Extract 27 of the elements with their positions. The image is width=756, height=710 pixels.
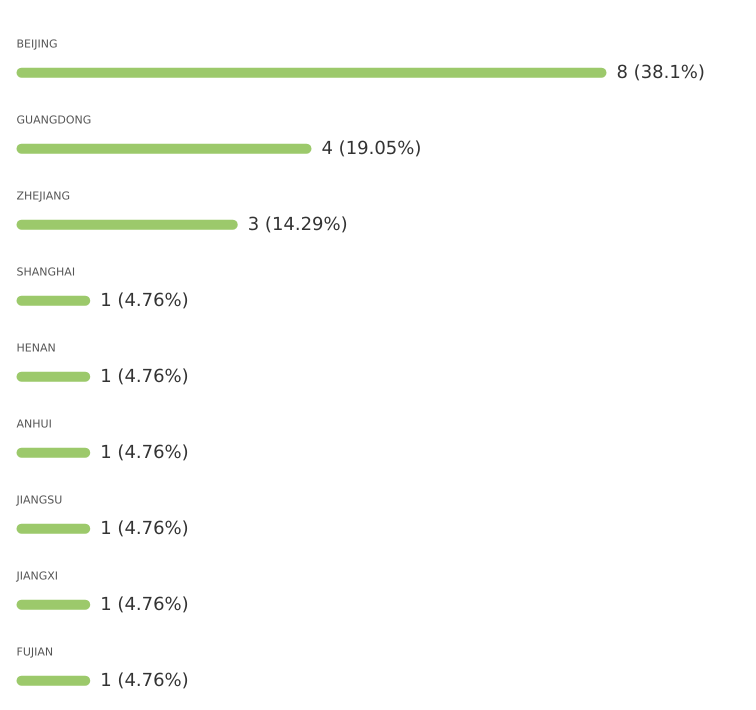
bar bbox=[16, 600, 90, 610]
data-label: 1 (4.76%) bbox=[100, 670, 189, 692]
data-label: 3 (14.29%) bbox=[248, 214, 348, 236]
y-tick-label: ANHUI bbox=[16, 417, 52, 430]
data-label: 8 (38.1%) bbox=[616, 62, 705, 84]
bar bbox=[16, 220, 238, 230]
y-tick-label: SHANGHAI bbox=[16, 265, 76, 278]
data-label: 1 (4.76%) bbox=[100, 518, 189, 540]
data-label: 1 (4.76%) bbox=[100, 290, 189, 312]
y-tick-label: FUJIAN bbox=[16, 645, 54, 658]
y-tick-label: JIANGSU bbox=[16, 493, 62, 506]
data-label: 1 (4.76%) bbox=[100, 594, 189, 616]
y-tick-label: HENAN bbox=[16, 341, 56, 354]
bar bbox=[16, 144, 312, 154]
bar bbox=[16, 448, 90, 458]
bar bbox=[16, 676, 90, 686]
bar bbox=[16, 296, 90, 306]
data-label: 1 (4.76%) bbox=[100, 366, 189, 388]
y-tick-label: JIANGXI bbox=[16, 569, 58, 582]
bar bbox=[16, 524, 90, 534]
bar bbox=[16, 68, 606, 78]
data-label: 1 (4.76%) bbox=[100, 442, 189, 464]
data-label: 4 (19.05%) bbox=[322, 138, 422, 160]
y-tick-label: GUANGDONG bbox=[16, 113, 92, 126]
bar bbox=[16, 372, 90, 382]
y-tick-label: ZHEJIANG bbox=[16, 189, 70, 202]
y-tick-label: BEIJING bbox=[16, 37, 58, 50]
